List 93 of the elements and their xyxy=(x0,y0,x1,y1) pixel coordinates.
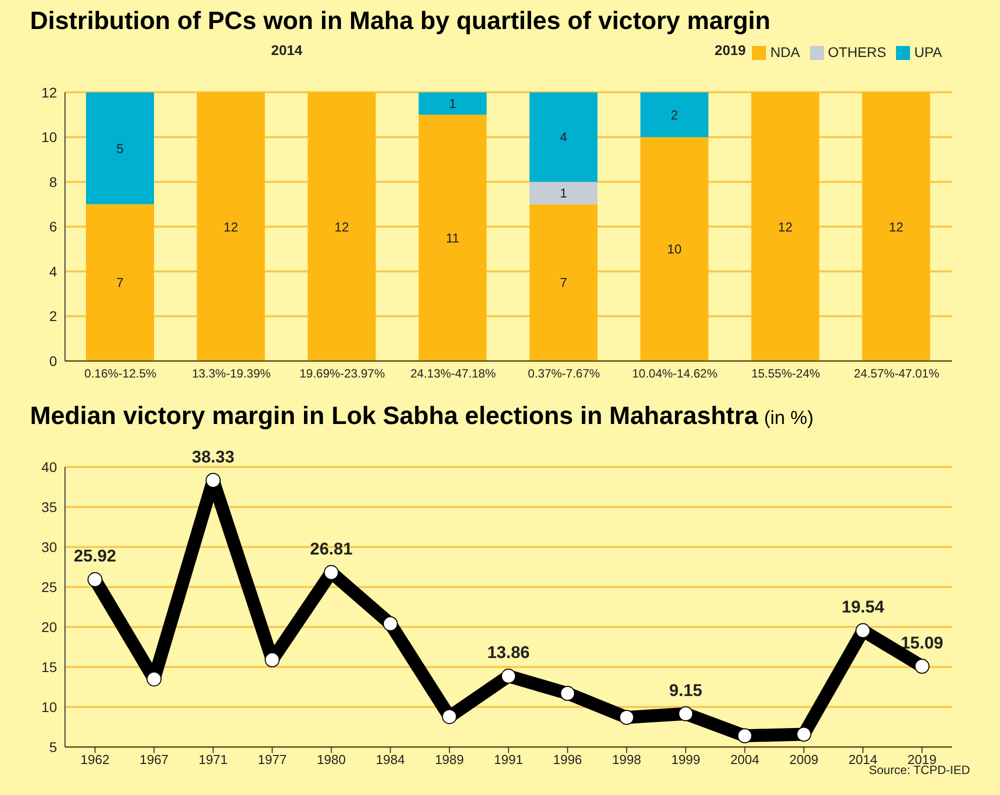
y-tick-label: 12 xyxy=(41,84,58,100)
bar xyxy=(418,92,487,115)
x-tick-label: 1984 xyxy=(376,752,405,768)
point xyxy=(855,623,870,638)
x-tick-label: 10.04%-14.62% xyxy=(632,366,718,381)
point xyxy=(146,672,162,686)
bar xyxy=(530,182,598,204)
data-label: 7 xyxy=(560,275,568,290)
bar xyxy=(308,92,376,361)
x-tick-label: 1971 xyxy=(198,752,228,768)
bar xyxy=(640,92,708,138)
y-tick-label: 40 xyxy=(41,458,58,475)
x-tick-label: 1980 xyxy=(316,752,346,768)
y-tick-label: 20 xyxy=(41,618,58,635)
data-label: 2 xyxy=(670,107,678,122)
data-label: 11 xyxy=(446,230,460,246)
point xyxy=(206,472,221,488)
x-tick-label: 1996 xyxy=(553,752,582,768)
bar xyxy=(418,114,487,361)
x-tick-label: 1991 xyxy=(494,752,523,768)
x-tick-label: 24.13%-47.18% xyxy=(410,366,496,381)
data-label: 7 xyxy=(116,275,124,290)
x-tick-label: 2004 xyxy=(730,752,760,768)
point xyxy=(501,668,516,684)
data-label: 13.86 xyxy=(487,643,530,662)
x-tick-label: 0.16%-12.5% xyxy=(84,366,157,381)
y-tick-label: 6 xyxy=(49,218,58,235)
y-tick-label: 5 xyxy=(49,738,58,755)
data-label: 1 xyxy=(449,96,456,112)
chart-title: Median victory margin in Lok Sabha elections in Maharashtra xyxy=(30,402,758,430)
y-tick-label: 8 xyxy=(49,174,58,190)
data-label: 25.92 xyxy=(74,546,116,566)
y-tick-label: 10 xyxy=(41,698,58,715)
x-tick-label: 1998 xyxy=(612,752,642,768)
point xyxy=(619,710,634,725)
chart-title: Distribution of PCs won in Maha by quartiles of victory margin xyxy=(30,7,770,35)
data-label: 9.15 xyxy=(669,680,702,700)
point xyxy=(737,728,752,744)
bar xyxy=(862,92,930,361)
y-tick-label: 25 xyxy=(41,578,58,595)
y-tick-label: 15 xyxy=(41,658,58,675)
x-tick-label: 24.57%-47.01% xyxy=(854,366,940,381)
x-tick-label: 19.69%-23.97% xyxy=(299,366,386,381)
source-note: Source: TCPD-IED xyxy=(868,763,970,777)
bar xyxy=(196,92,265,361)
y-tick-label: 10 xyxy=(41,129,58,146)
data-label: 26.81 xyxy=(310,540,353,559)
data-label: 38.33 xyxy=(192,447,234,466)
point xyxy=(264,652,280,668)
x-tick-label: 1977 xyxy=(258,752,287,768)
legend-label: UPA xyxy=(914,44,942,60)
bar xyxy=(530,204,598,361)
y-tick-label: 4 xyxy=(49,263,58,280)
data-label: 12 xyxy=(224,219,238,234)
data-label: 1 xyxy=(560,186,568,201)
chart-subtitle: (in %) xyxy=(764,408,814,429)
legend-label: NDA xyxy=(770,44,800,60)
data-label: 10 xyxy=(667,242,682,257)
y-tick-label: 35 xyxy=(41,498,58,515)
data-label: 12 xyxy=(334,219,349,234)
point xyxy=(324,565,339,580)
x-tick-label: 1999 xyxy=(671,752,700,768)
data-label: 15.09 xyxy=(900,633,944,652)
point xyxy=(382,616,398,632)
x-tick-label: 1989 xyxy=(434,752,464,768)
y-tick-label: 2 xyxy=(49,308,58,324)
bar xyxy=(86,92,154,204)
x-tick-label: 0.37%-7.67% xyxy=(528,366,600,381)
point xyxy=(796,726,812,742)
data-label: 19.54 xyxy=(842,598,885,617)
bar xyxy=(530,92,598,182)
text: 2014 xyxy=(271,42,302,58)
x-tick-label: 13.3%-19.39% xyxy=(192,366,271,381)
text: 2019 xyxy=(714,42,746,58)
point xyxy=(914,658,930,674)
point xyxy=(560,686,576,701)
point xyxy=(442,709,457,724)
bar xyxy=(86,204,154,361)
y-tick-label: 30 xyxy=(41,538,58,555)
legend-label: OTHERS xyxy=(828,44,886,60)
data-label: 5 xyxy=(116,140,124,156)
bar xyxy=(751,92,820,361)
data-label: 12 xyxy=(888,219,904,234)
data-label: 12 xyxy=(778,219,792,234)
x-tick-label: 2009 xyxy=(789,752,818,768)
point xyxy=(88,572,102,588)
x-tick-label: 1962 xyxy=(80,752,110,768)
x-tick-label: 15.55%-24% xyxy=(751,366,820,381)
bar xyxy=(640,137,708,361)
point xyxy=(678,706,694,722)
data-label: 4 xyxy=(560,130,568,145)
y-tick-label: 0 xyxy=(49,352,58,369)
x-tick-label: 1967 xyxy=(140,752,169,768)
